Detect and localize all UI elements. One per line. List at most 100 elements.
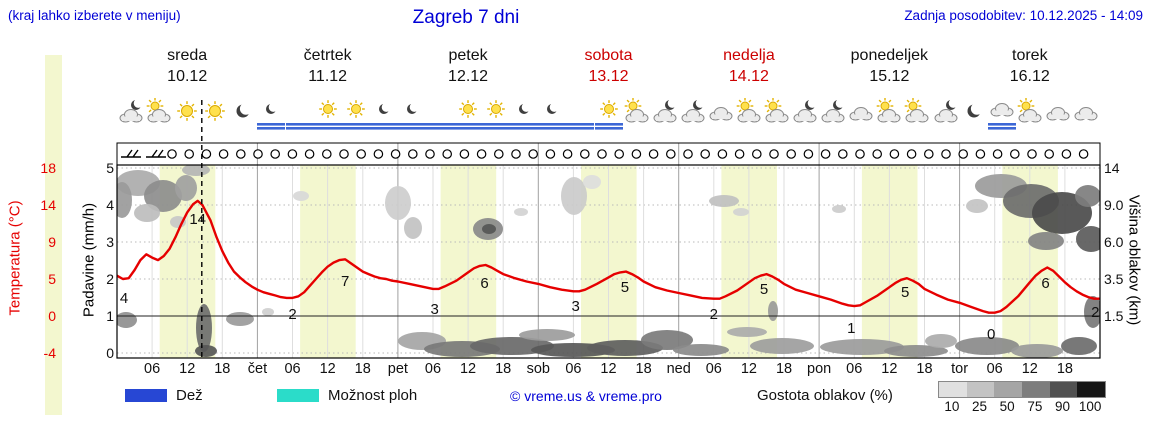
hour-tick: 18 (916, 361, 933, 377)
density-segment (966, 382, 995, 397)
weather-icon-sun-cloud (623, 97, 651, 134)
wind-calm-circle (906, 149, 917, 159)
hour-tick: 18 (1056, 361, 1073, 377)
rain-legend-label: Dež (176, 387, 203, 404)
hour-tick: 12 (600, 361, 617, 377)
wind-calm-circle (545, 149, 556, 159)
wind-calm-circle (407, 149, 418, 159)
hour-tick: 12 (319, 361, 336, 377)
hour-tick: 06 (144, 361, 161, 377)
weather-icon-moon-fog (397, 98, 426, 134)
wind-calm-circle (683, 149, 693, 159)
weather-icon-sun-cloud (735, 97, 763, 134)
svg-text:6: 6 (1041, 275, 1049, 292)
wind-calm-circle (751, 149, 762, 159)
precipitation-tick: 4 (106, 197, 114, 213)
wind-calm-circle (631, 149, 642, 159)
hour-tick: 12 (459, 361, 477, 377)
cloud-height-tick: 1.5 (1104, 308, 1124, 324)
hour-tick: 18 (495, 361, 512, 377)
density-segment (994, 382, 1023, 397)
wind-calm-circle (528, 149, 538, 159)
day-name: četrtek (303, 47, 352, 64)
weather-icon-sun-fog (341, 98, 370, 134)
cloud-height-tick: 14 (1104, 160, 1120, 176)
svg-text:1: 1 (847, 320, 855, 337)
wind-barb (146, 149, 166, 158)
weather-icon-sun-fog (313, 98, 342, 134)
hour-tick: 12 (881, 361, 898, 377)
wind-calm-circle (442, 149, 452, 159)
weather-icon-sun-fog (594, 98, 623, 134)
day-date: 16.12 (1009, 68, 1050, 85)
cloud-height-tick: 3.5 (1104, 271, 1124, 287)
wind-calm-circle (923, 149, 934, 159)
last-updated-text: Zadnja posodobitev: 10.12.2025 - 14:09 (904, 8, 1143, 23)
wind-calm-circle (287, 149, 298, 159)
day-header-sreda: sreda 10.12 (167, 45, 207, 87)
wind-barb (121, 149, 141, 158)
wind-calm-circle (1044, 149, 1054, 159)
weather-icon-cloud-moon (791, 98, 819, 134)
weather-icon-cloud (847, 98, 875, 134)
precipitation-tick: 0 (106, 345, 114, 361)
weather-icon-cloud (707, 98, 735, 134)
weather-icon-sun-fog (454, 98, 483, 134)
wind-calm-circle (614, 149, 624, 159)
wind-calm-circle (992, 149, 1003, 159)
wind-calm-circle (459, 149, 470, 159)
svg-text:7: 7 (341, 273, 349, 290)
wind-row (121, 149, 1089, 159)
day-name: sobota (584, 47, 633, 64)
day-name: torek (1011, 47, 1048, 64)
weather-icon-moon-fog (257, 98, 286, 134)
wind-calm-circle (837, 149, 848, 159)
precipitation-tick: 5 (106, 160, 114, 176)
day-abbr-tick: ned (666, 361, 691, 377)
hour-tick: 06 (284, 361, 301, 377)
hour-tick: 06 (846, 361, 863, 377)
wind-calm-circle (304, 149, 315, 159)
wind-calm-circle (373, 149, 384, 159)
day-date: 13.12 (588, 68, 629, 85)
svg-text:2: 2 (1091, 304, 1099, 321)
temperature-tick: 18 (40, 160, 56, 176)
weather-icon-fog (425, 98, 454, 134)
weather-icon-cloud-fog (987, 98, 1016, 134)
showers-legend-label: Možnost ploh (328, 387, 418, 404)
wind-calm-circle (390, 149, 401, 159)
weather-icon-sun (173, 98, 201, 134)
wind-calm-circle (889, 149, 900, 159)
temperature-tick: -4 (43, 345, 56, 361)
wind-calm-circle (958, 149, 968, 159)
weather-icon-sun-cloud (875, 97, 903, 134)
weather-icon-cloud (1072, 98, 1100, 134)
weather-icon-sun-cloud (145, 97, 173, 134)
showers-legend-swatch (277, 389, 319, 402)
wind-calm-circle (511, 149, 521, 159)
wind-calm-circle (167, 149, 177, 159)
wind-calm-circle (253, 149, 263, 159)
day-abbr-tick: tor (951, 361, 969, 377)
day-header-petek: petek 12.12 (448, 45, 488, 87)
weather-icon-cloud-moon (117, 98, 145, 134)
weather-icon-fog (566, 98, 595, 134)
density-tick: 75 (1027, 399, 1043, 414)
wind-calm-circle (1061, 149, 1072, 159)
day-name: petek (448, 47, 488, 64)
weather-icon-sun-cloud (763, 97, 791, 134)
svg-text:5: 5 (760, 281, 768, 298)
wind-calm-circle (941, 149, 951, 159)
wind-calm-circle (769, 149, 779, 159)
copyright-link[interactable]: © vreme.us & vreme.pro (510, 388, 662, 404)
weather-icon-cloud-moon (679, 98, 707, 134)
wind-calm-circle (855, 149, 865, 159)
day-header-ponedeljek: ponedeljek 15.12 (851, 45, 928, 87)
left-accent-strip (45, 55, 62, 415)
day-header-torek: torek 16.12 (1010, 45, 1050, 87)
day-date: 15.12 (869, 68, 910, 85)
hour-tick: 18 (214, 361, 231, 377)
day-header-nedelja: nedelja 14.12 (723, 45, 775, 87)
svg-text:14: 14 (189, 211, 206, 228)
